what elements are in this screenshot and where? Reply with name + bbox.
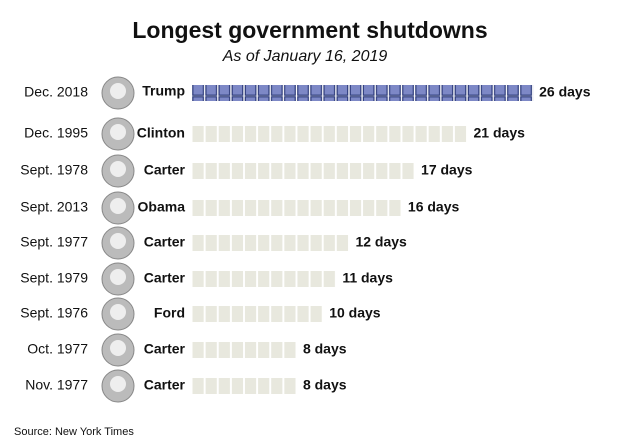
bar: [192, 126, 468, 142]
category-label: Sept. 1977: [20, 234, 88, 250]
value-label: 26 days: [539, 84, 591, 100]
portrait-face: [110, 304, 126, 320]
president-name: Carter: [144, 341, 186, 357]
value-label: 11 days: [342, 270, 393, 286]
portrait-face: [110, 83, 126, 99]
value-label: 16 days: [408, 199, 460, 215]
chart-subtitle: As of January 16, 2019: [222, 48, 388, 65]
value-label: 8 days: [303, 341, 347, 357]
value-label: 12 days: [355, 234, 407, 250]
bar: [192, 271, 337, 287]
portrait-face: [110, 340, 126, 356]
president-name: Trump: [142, 83, 185, 99]
president-name: Obama: [138, 199, 186, 215]
president-name: Ford: [154, 305, 185, 321]
bar: [192, 342, 297, 358]
portrait-face: [110, 376, 126, 392]
value-label: 21 days: [474, 125, 526, 141]
bar: [192, 378, 297, 394]
category-label: Dec. 1995: [24, 125, 88, 141]
bar: [192, 85, 534, 101]
value-label: 17 days: [421, 162, 473, 178]
category-label: Sept. 1978: [20, 162, 88, 178]
portrait-face: [110, 161, 126, 177]
value-label: 8 days: [303, 377, 347, 393]
category-label: Sept. 1979: [20, 270, 88, 286]
president-name: Carter: [144, 270, 186, 286]
category-label: Nov. 1977: [25, 377, 88, 393]
category-label: Sept. 2013: [20, 199, 88, 215]
value-label: 10 days: [329, 305, 381, 321]
president-name: Carter: [144, 234, 186, 250]
bar: [192, 306, 324, 322]
portrait-face: [110, 233, 126, 249]
president-name: Clinton: [137, 125, 185, 141]
portrait-face: [110, 198, 126, 214]
source: Source: New York Times: [14, 426, 134, 438]
bar: [192, 163, 416, 179]
category-label: Dec. 2018: [24, 84, 88, 100]
president-name: Carter: [144, 162, 186, 178]
chart-title: Longest government shutdowns: [132, 17, 487, 43]
president-name: Carter: [144, 377, 186, 393]
portrait-face: [110, 269, 126, 285]
portrait-face: [110, 124, 126, 140]
category-label: Sept. 1976: [20, 305, 88, 321]
bar: [192, 235, 350, 251]
bar: [192, 200, 402, 216]
category-label: Oct. 1977: [27, 341, 88, 357]
